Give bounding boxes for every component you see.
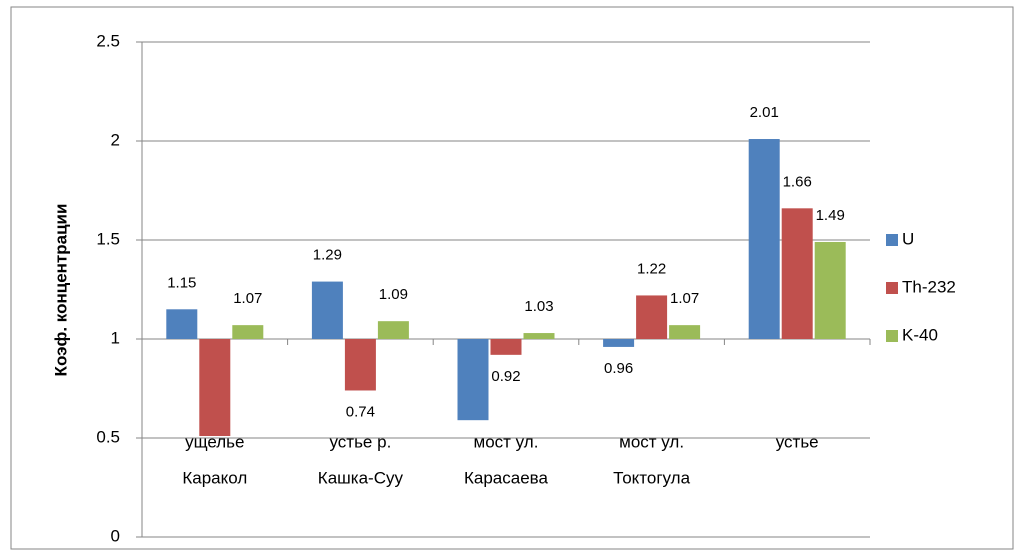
- bar: [636, 295, 668, 339]
- data-label: 1.29: [313, 247, 342, 264]
- legend-swatch: [886, 330, 898, 342]
- x-tick-label: устье: [776, 432, 819, 451]
- bar: [603, 339, 635, 347]
- bar: [490, 339, 522, 355]
- data-label: 1.66: [783, 173, 812, 190]
- bar: [199, 339, 231, 437]
- x-tick-label: мост ул.: [474, 432, 539, 451]
- y-tick-label: 1.5: [96, 229, 120, 248]
- bar: [377, 321, 409, 339]
- x-tick-label: мост ул.: [619, 432, 684, 451]
- bar: [232, 325, 264, 339]
- legend-swatch: [886, 282, 898, 294]
- bar: [669, 325, 701, 339]
- data-label: 1.03: [524, 298, 553, 315]
- data-label: 2.01: [750, 104, 779, 121]
- data-label: 1.07: [233, 290, 262, 307]
- y-axis-title: Коэф. концентрации: [51, 204, 70, 377]
- bar: [523, 333, 555, 339]
- bar: [311, 281, 343, 339]
- x-tick-label: Кашка-Суу: [318, 468, 404, 487]
- bar: [814, 241, 846, 339]
- bar: [344, 339, 376, 391]
- y-tick-label: 2.5: [96, 31, 120, 50]
- data-label: 1.49: [816, 207, 845, 224]
- y-tick-label: 0: [111, 526, 120, 545]
- bar: [166, 309, 198, 339]
- y-tick-label: 1: [111, 328, 120, 347]
- bar: [748, 139, 780, 339]
- chart-border: [10, 6, 1014, 550]
- data-label: 1.07: [670, 290, 699, 307]
- x-tick-label: устье р.: [329, 432, 391, 451]
- legend-label: U: [902, 229, 914, 248]
- legend-label: K-40: [902, 325, 938, 344]
- x-tick-label: Каракол: [182, 468, 247, 487]
- data-label: 1.22: [637, 260, 666, 277]
- data-label: 1.15: [167, 274, 196, 291]
- data-label: 0.96: [604, 360, 633, 377]
- data-label: 0.92: [491, 368, 520, 385]
- legend-swatch: [886, 234, 898, 246]
- x-tick-label: Токтогула: [613, 468, 690, 487]
- x-tick-label: Карасаева: [464, 468, 549, 487]
- data-label: 1.09: [379, 286, 408, 303]
- y-tick-label: 0.5: [96, 427, 120, 446]
- bar: [781, 208, 813, 339]
- legend-label: Th-232: [902, 277, 956, 296]
- x-tick-label: ущелье: [185, 432, 244, 451]
- bar: [457, 339, 489, 421]
- y-tick-label: 2: [111, 130, 120, 149]
- data-label: 0.74: [346, 403, 375, 420]
